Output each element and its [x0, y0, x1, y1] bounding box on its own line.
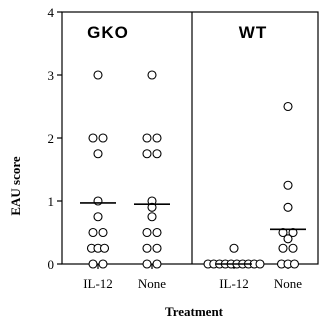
data-point-gko-il-12-1	[88, 133, 98, 143]
data-point-gko-none-6	[147, 202, 157, 212]
data-point-wt-none-6	[278, 243, 288, 253]
axes: 0 1 2 3 4	[48, 5, 319, 272]
panel-label-gko: GKO	[87, 23, 129, 42]
data-point-gko-il-12-5	[93, 212, 103, 222]
data-point-gko-none-3	[142, 149, 152, 159]
data-point-gko-none-7	[147, 212, 157, 222]
y-tick-label-2: 2	[48, 131, 55, 146]
data-point-gko-none-12	[142, 259, 152, 269]
data-point-gko-il-12-7	[98, 227, 108, 238]
data-point-gko-none-4	[152, 149, 162, 159]
data-point-wt-none-5	[283, 234, 293, 244]
data-point-gko-none-10	[142, 243, 152, 253]
data-point-gko-none-2	[152, 133, 162, 143]
data-point-gko-il-12-6	[88, 227, 98, 238]
data-point-wt-none-10	[289, 259, 300, 269]
y-tick-label-3: 3	[48, 68, 55, 83]
y-tick-label-4: 4	[48, 5, 55, 20]
data-point-gko-il-12-4	[93, 196, 103, 206]
data-point-gko-il-12-0	[93, 70, 103, 80]
category-label-gko-none: None	[138, 276, 166, 291]
data-point-gko-none-1	[142, 133, 152, 143]
data-point-gko-il-12-11	[88, 259, 98, 269]
panel-label-wt: WT	[239, 23, 267, 42]
data-point-gko-il-12-3	[93, 149, 103, 159]
data-point-wt-none-2	[283, 202, 293, 212]
data-point-gko-il-12-12	[98, 259, 108, 269]
data-marks	[80, 70, 306, 269]
data-point-gko-il-12-2	[98, 133, 108, 143]
data-point-gko-none-9	[152, 227, 162, 238]
data-point-wt-none-4	[288, 227, 298, 238]
category-label-wt-il12: IL-12	[219, 276, 249, 291]
y-tick-label-1: 1	[48, 194, 55, 209]
data-point-wt-none-0	[283, 101, 293, 112]
y-tick-label-0: 0	[48, 257, 55, 272]
data-point-wt-il-12-0	[229, 243, 239, 253]
data-point-gko-none-13	[152, 259, 162, 269]
data-point-wt-none-3	[278, 227, 288, 238]
data-point-wt-il-12-10	[255, 259, 265, 269]
data-point-wt-none-1	[283, 180, 293, 190]
data-point-wt-none-7	[288, 243, 298, 253]
data-point-gko-none-0	[147, 70, 157, 80]
data-point-gko-none-8	[142, 227, 152, 238]
data-point-gko-il-12-10	[99, 243, 110, 253]
category-label-gko-il12: IL-12	[83, 276, 113, 291]
x-axis-title: Treatment	[165, 304, 224, 319]
category-label-wt-none: None	[274, 276, 302, 291]
y-axis-title: EAU score	[8, 156, 23, 216]
data-point-gko-none-11	[152, 243, 162, 253]
